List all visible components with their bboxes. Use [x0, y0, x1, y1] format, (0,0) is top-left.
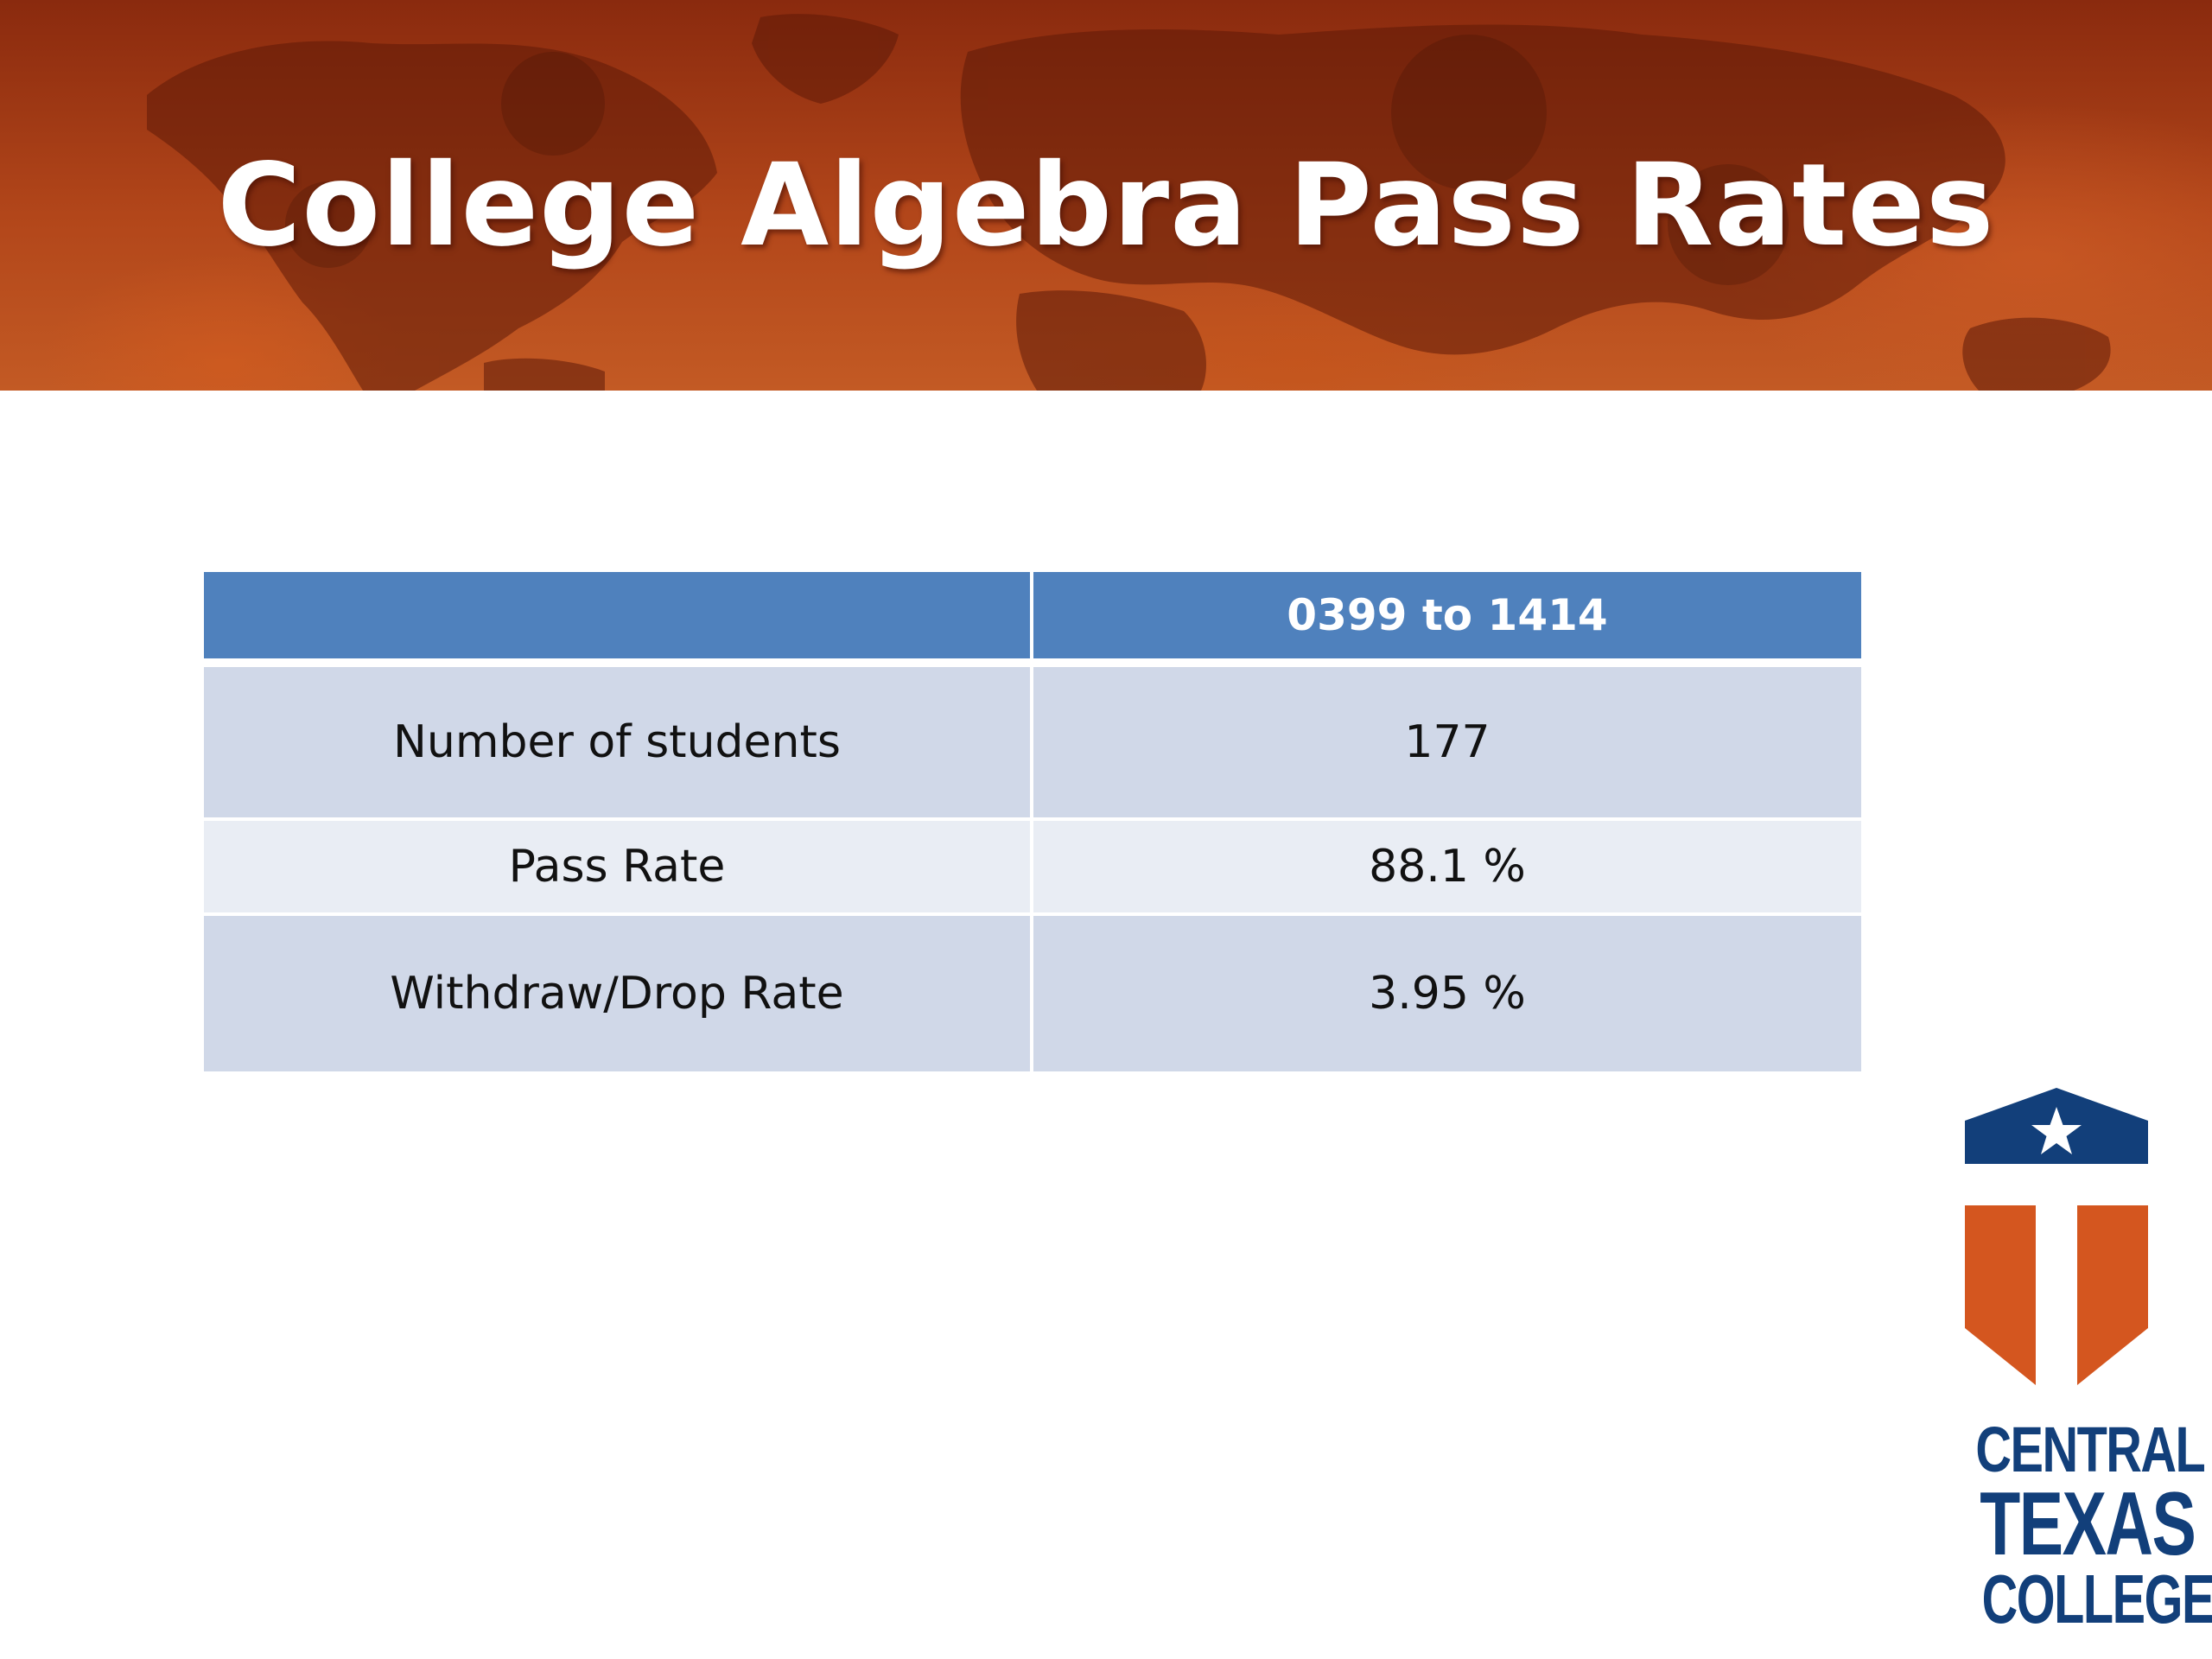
central-texas-college-logo: CENTRAL TEXAS COLLEGE [1953, 1084, 2212, 1637]
table-header-empty [204, 572, 1033, 667]
pass-rates-table: 0399 to 1414 Number of students 177 Pass… [204, 572, 1861, 1071]
row-label-number-of-students: Number of students [204, 663, 1033, 821]
star-shield-icon [1965, 1088, 2148, 1385]
slide-title: College Algebra Pass Rates [217, 139, 1995, 272]
row-value-withdraw-drop-rate: 3.95 % [1032, 914, 1861, 1071]
table-header-row: 0399 to 1414 [204, 572, 1861, 667]
world-map-background [147, 14, 2111, 391]
row-label-withdraw-drop-rate: Withdraw/Drop Rate [204, 914, 1033, 1071]
row-label-pass-rate: Pass Rate [204, 819, 1033, 916]
logo-text-central: CENTRAL [1975, 1414, 2205, 1485]
table-header-course-range: 0399 to 1414 [1032, 572, 1861, 667]
row-value-pass-rate: 88.1 % [1032, 819, 1861, 916]
pass-rates-table-container: 0399 to 1414 Number of students 177 Pass… [204, 572, 1861, 1071]
logo-text-texas: TEXAS [1980, 1474, 2196, 1574]
logo-text-college: COLLEGE [1981, 1560, 2212, 1637]
row-value-number-of-students: 177 [1032, 663, 1861, 821]
table-row: Pass Rate 88.1 % [204, 819, 1861, 916]
title-banner: College Algebra Pass Rates [0, 0, 2212, 391]
table-row: Number of students 177 [204, 663, 1861, 821]
table-row: Withdraw/Drop Rate 3.95 % [204, 914, 1861, 1071]
